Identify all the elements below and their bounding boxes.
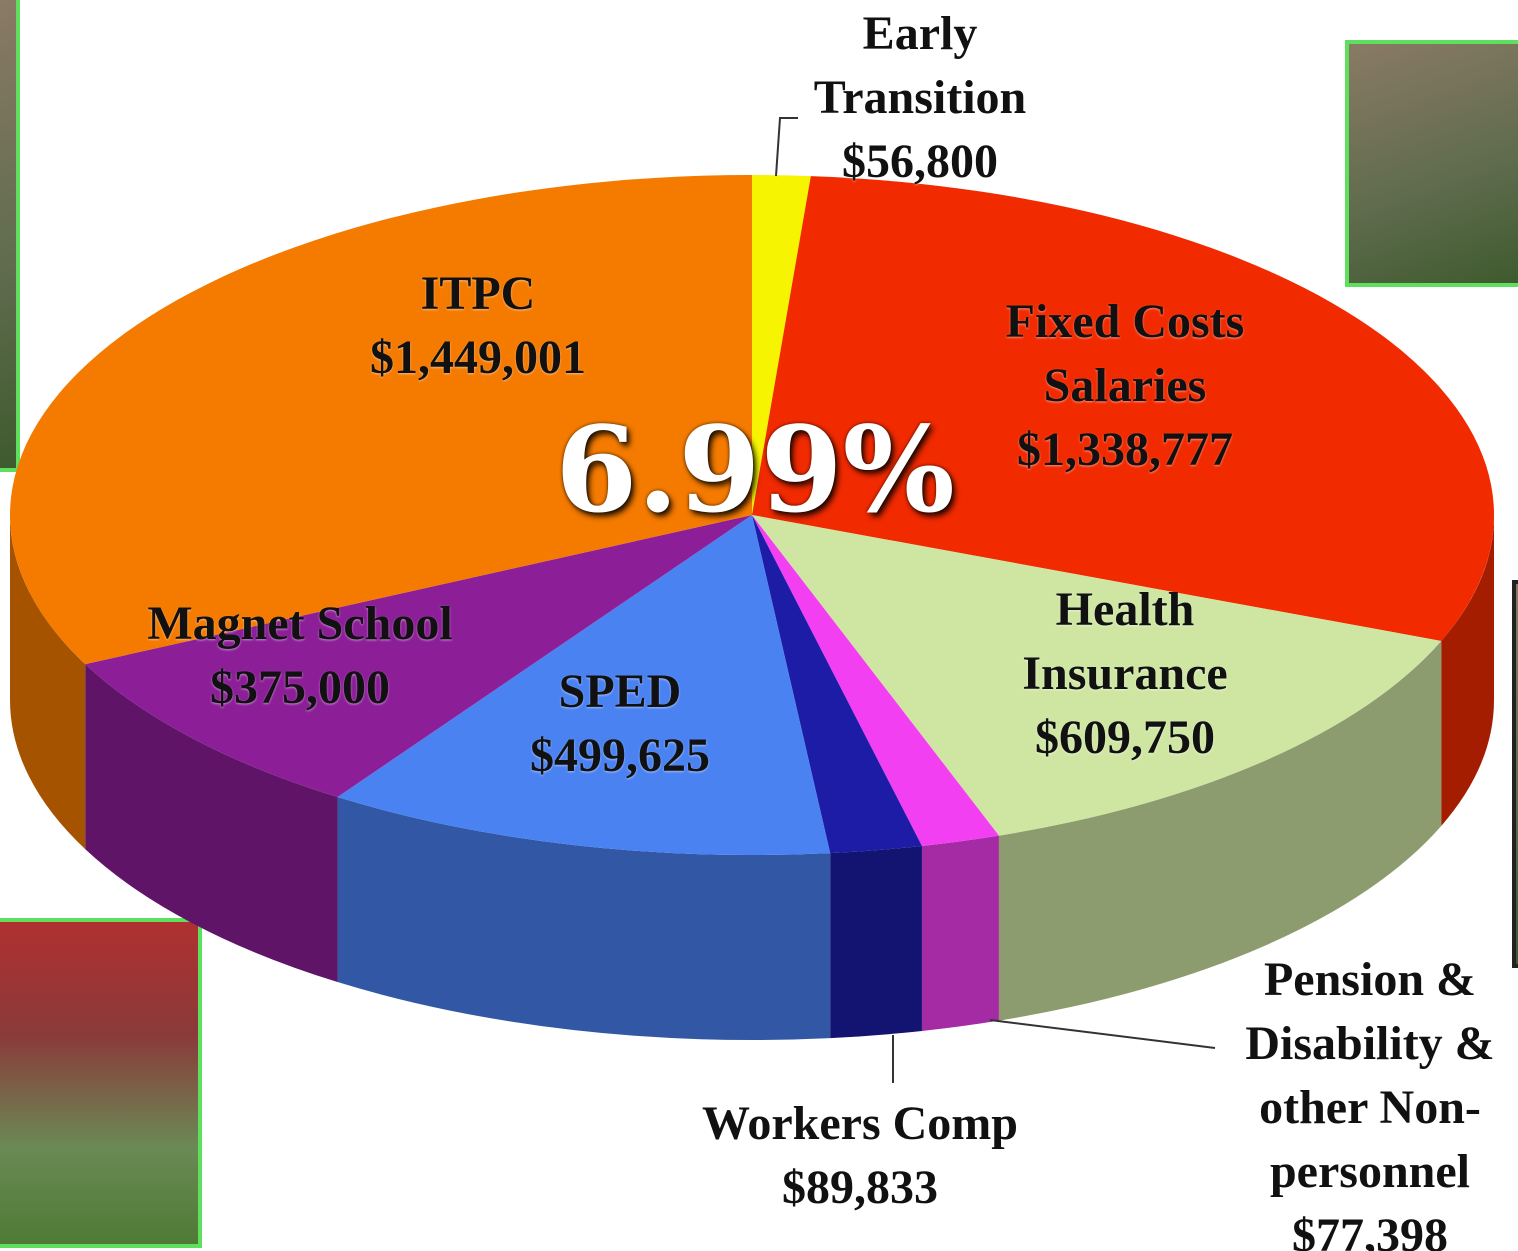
slice	[752, 515, 999, 846]
category-name: Health Insurance	[1022, 583, 1228, 700]
slice	[752, 175, 811, 515]
value-label: $609,750	[1035, 711, 1215, 764]
slice-label: Health Insurance $609,750	[975, 578, 1275, 770]
slice	[752, 176, 1494, 641]
photo	[1345, 40, 1518, 287]
value-label: $1,338,777	[1017, 423, 1233, 476]
slice	[85, 515, 753, 798]
slice-label: Workers Comp $89,833	[650, 1092, 1070, 1220]
slice-label: Early Transition $56,800	[790, 2, 1050, 194]
slice-label: SPED $499,625	[490, 660, 750, 788]
photo	[0, 0, 20, 472]
leader-line	[775, 117, 798, 177]
value-label: $375,000	[210, 661, 390, 714]
slice-side	[921, 835, 999, 1031]
leader-line	[989, 1019, 1216, 1049]
slice-side	[998, 640, 1442, 1021]
photo	[0, 918, 202, 1248]
value-label: $499,625	[530, 729, 710, 782]
category-name: SPED	[558, 665, 682, 718]
slice-label: ITPC $1,449,001	[318, 262, 638, 390]
category-name: Early Transition	[813, 7, 1027, 124]
category-name: Workers Comp	[702, 1097, 1018, 1150]
slice-side	[1441, 515, 1494, 826]
slice-side	[830, 845, 922, 1039]
slice-label: Pension & Disability & other Non-personn…	[1220, 948, 1518, 1251]
category-name: Magnet School	[147, 597, 453, 650]
photo	[1512, 580, 1518, 968]
category-name: Pension & Disability & other Non-personn…	[1245, 953, 1495, 1198]
value-label: $77,398	[1292, 1209, 1448, 1251]
slice-label: Magnet School $375,000	[100, 592, 500, 720]
slice-label: Fixed Costs Salaries $1,338,777	[960, 290, 1290, 482]
value-label: $56,800	[842, 135, 998, 188]
slice	[9, 175, 752, 665]
category-name: ITPC	[420, 267, 536, 320]
slice	[752, 515, 1442, 836]
center-annotation: 6.99%	[555, 400, 955, 539]
slice	[752, 515, 922, 854]
slice	[337, 515, 831, 856]
slice-side	[10, 515, 86, 850]
slice-side	[337, 797, 831, 1040]
value-label: $89,833	[782, 1161, 938, 1214]
value-label: $1,449,001	[370, 331, 586, 384]
category-name: Fixed Costs Salaries	[1005, 295, 1245, 412]
slice-side	[85, 664, 338, 983]
